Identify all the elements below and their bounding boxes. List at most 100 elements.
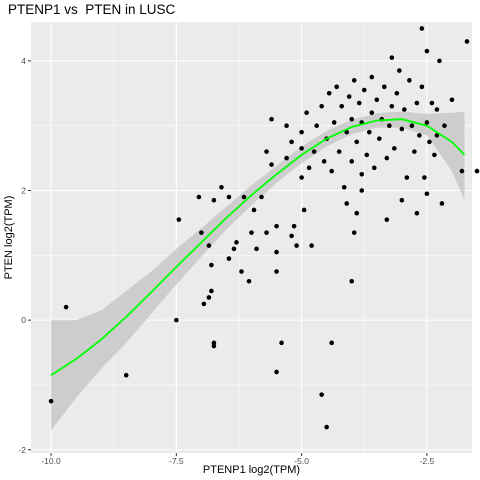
data-point xyxy=(231,246,237,252)
data-point xyxy=(384,155,390,161)
data-point xyxy=(321,159,327,164)
data-point xyxy=(264,149,269,154)
data-point xyxy=(349,159,355,164)
y-axis-title: PTEN log2(TPM) xyxy=(3,196,15,280)
data-point xyxy=(417,133,422,138)
data-point xyxy=(369,110,375,116)
data-point xyxy=(434,107,440,112)
data-point xyxy=(259,194,264,200)
data-point xyxy=(359,188,365,193)
data-point xyxy=(354,210,360,216)
x-tick-label: -2.5 xyxy=(420,456,435,466)
data-point xyxy=(324,424,329,430)
data-point xyxy=(336,149,342,154)
data-point xyxy=(196,194,202,200)
data-point xyxy=(294,243,299,248)
x-axis: -10.0 -7.5 -5.0 -2.5 xyxy=(41,453,434,466)
data-point xyxy=(246,278,252,284)
data-point xyxy=(361,87,367,93)
data-point xyxy=(459,168,465,174)
data-point xyxy=(389,103,395,109)
data-point xyxy=(206,243,212,248)
data-point xyxy=(176,217,182,222)
data-point xyxy=(351,230,357,235)
data-point xyxy=(209,288,214,294)
data-point xyxy=(306,165,312,171)
data-point xyxy=(326,90,332,96)
data-point xyxy=(374,97,380,103)
x-tick-label: -7.5 xyxy=(169,456,184,466)
y-tick-label: -2 xyxy=(18,445,26,455)
data-point xyxy=(344,129,350,135)
data-point xyxy=(369,74,375,80)
data-point xyxy=(402,107,407,112)
data-point xyxy=(309,243,314,248)
data-point xyxy=(251,207,257,213)
data-point xyxy=(389,55,395,60)
data-point xyxy=(356,100,362,106)
data-point xyxy=(274,369,279,375)
data-point xyxy=(211,197,217,203)
data-point xyxy=(274,269,279,274)
data-point xyxy=(339,103,345,109)
data-point xyxy=(314,123,319,128)
data-point xyxy=(404,175,410,180)
data-point xyxy=(299,146,304,151)
data-point xyxy=(349,278,355,284)
chart-title: PTENP1 vs PTEN in LUSC xyxy=(8,2,176,17)
data-point xyxy=(291,223,297,229)
data-point xyxy=(211,340,217,346)
data-point xyxy=(226,256,232,261)
data-point xyxy=(48,398,54,404)
data-point xyxy=(234,240,239,245)
y-tick-label: 2 xyxy=(21,186,26,196)
data-point xyxy=(299,129,304,135)
data-point xyxy=(241,194,247,200)
data-point xyxy=(341,184,347,190)
data-point xyxy=(301,207,307,213)
x-axis-title: PTENP1 log2(TPM) xyxy=(203,464,300,476)
data-point xyxy=(319,392,324,397)
data-point xyxy=(239,269,244,274)
data-point xyxy=(249,230,254,235)
data-point xyxy=(419,84,425,90)
data-point xyxy=(434,133,440,138)
data-point xyxy=(366,129,372,135)
data-point xyxy=(279,340,284,346)
data-point xyxy=(329,340,334,346)
data-point xyxy=(174,317,179,323)
data-points xyxy=(48,26,480,430)
data-point xyxy=(284,155,289,161)
data-point xyxy=(424,48,430,54)
data-point xyxy=(274,223,279,229)
data-point xyxy=(364,152,370,158)
data-point xyxy=(226,194,232,200)
data-point xyxy=(206,295,212,300)
data-point xyxy=(63,304,69,310)
data-point xyxy=(304,110,309,116)
y-axis: -2 0 2 4 xyxy=(18,56,31,455)
plot-panel xyxy=(31,22,472,453)
data-point xyxy=(399,197,405,203)
data-point xyxy=(269,162,274,167)
data-point xyxy=(412,149,417,154)
data-point xyxy=(289,139,294,145)
data-point xyxy=(219,184,224,190)
data-point xyxy=(331,120,337,125)
data-point xyxy=(449,97,455,103)
data-point xyxy=(371,165,377,171)
data-point xyxy=(349,116,355,122)
data-point xyxy=(474,168,480,174)
data-point xyxy=(424,120,430,125)
data-point xyxy=(344,201,350,206)
data-point xyxy=(334,84,339,90)
data-point xyxy=(376,136,382,141)
data-point xyxy=(359,172,365,177)
data-point xyxy=(346,94,352,99)
data-point xyxy=(429,100,435,106)
smooth-trend-line xyxy=(50,118,466,376)
data-point xyxy=(254,246,259,252)
data-point xyxy=(422,175,427,180)
data-point xyxy=(209,262,214,268)
data-point xyxy=(442,123,447,128)
